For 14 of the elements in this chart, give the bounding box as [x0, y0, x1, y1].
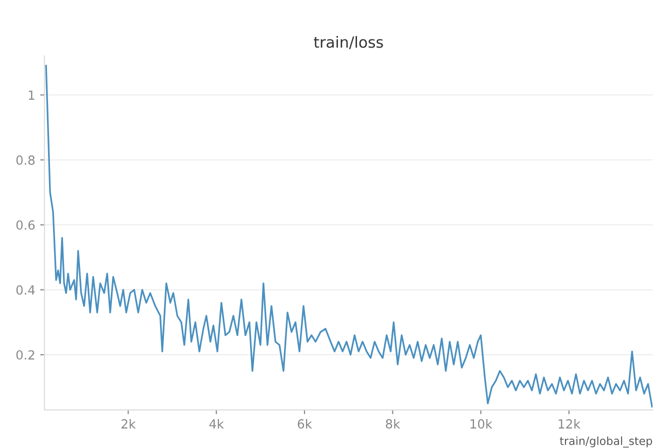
x-tick-label: 12k [558, 418, 580, 428]
x-tick-label: 6k [298, 418, 312, 429]
x-tick-label: 2k [122, 418, 136, 428]
y-tick-label: 1 [28, 90, 34, 100]
y-tick-label: 0.6 [16, 220, 35, 230]
chart-title: train/loss [314, 36, 383, 50]
x-tick-label: 8k [386, 418, 400, 429]
line-series [45, 64, 653, 408]
y-tick-label: 0.8 [16, 155, 35, 165]
y-tick-label: 0.2 [16, 350, 34, 360]
x-tick-label: 4k [209, 418, 224, 428]
y-tick-label: 0.4 [16, 285, 35, 295]
x-axis-title: train/global_step [560, 436, 652, 448]
x-tick-label: 10k [470, 418, 492, 429]
